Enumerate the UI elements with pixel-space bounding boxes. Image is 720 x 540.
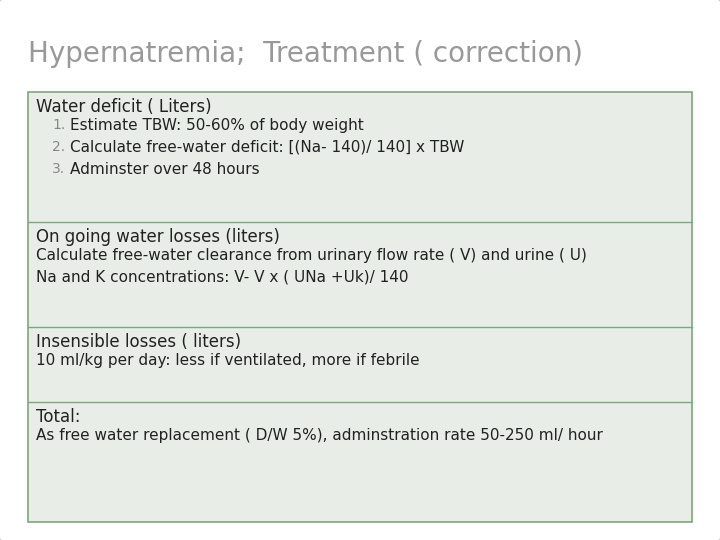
Text: Estimate TBW: 50-60% of body weight: Estimate TBW: 50-60% of body weight bbox=[70, 118, 364, 133]
Text: Na and K concentrations: V- V x ( UNa +Uk)/ 140: Na and K concentrations: V- V x ( UNa +U… bbox=[36, 270, 408, 285]
Text: 3.: 3. bbox=[52, 162, 65, 176]
Text: Water deficit ( Liters): Water deficit ( Liters) bbox=[36, 98, 212, 116]
Text: On going water losses (liters): On going water losses (liters) bbox=[36, 228, 280, 246]
FancyBboxPatch shape bbox=[28, 92, 692, 522]
Text: As free water replacement ( D/W 5%), adminstration rate 50-250 ml/ hour: As free water replacement ( D/W 5%), adm… bbox=[36, 428, 603, 443]
Text: Hypernatremia;  Treatment ( correction): Hypernatremia; Treatment ( correction) bbox=[28, 40, 583, 68]
Text: Total:: Total: bbox=[36, 408, 81, 426]
Text: 10 ml/kg per day: less if ventilated, more if febrile: 10 ml/kg per day: less if ventilated, mo… bbox=[36, 353, 420, 368]
Text: Calculate free-water deficit: [(Na- 140)/ 140] x TBW: Calculate free-water deficit: [(Na- 140)… bbox=[70, 140, 464, 155]
Text: 1.: 1. bbox=[52, 118, 66, 132]
Text: 2.: 2. bbox=[52, 140, 65, 154]
Text: Adminster over 48 hours: Adminster over 48 hours bbox=[70, 162, 260, 177]
Text: Calculate free-water clearance from urinary flow rate ( V) and urine ( U): Calculate free-water clearance from urin… bbox=[36, 248, 587, 263]
Text: Insensible losses ( liters): Insensible losses ( liters) bbox=[36, 333, 241, 351]
